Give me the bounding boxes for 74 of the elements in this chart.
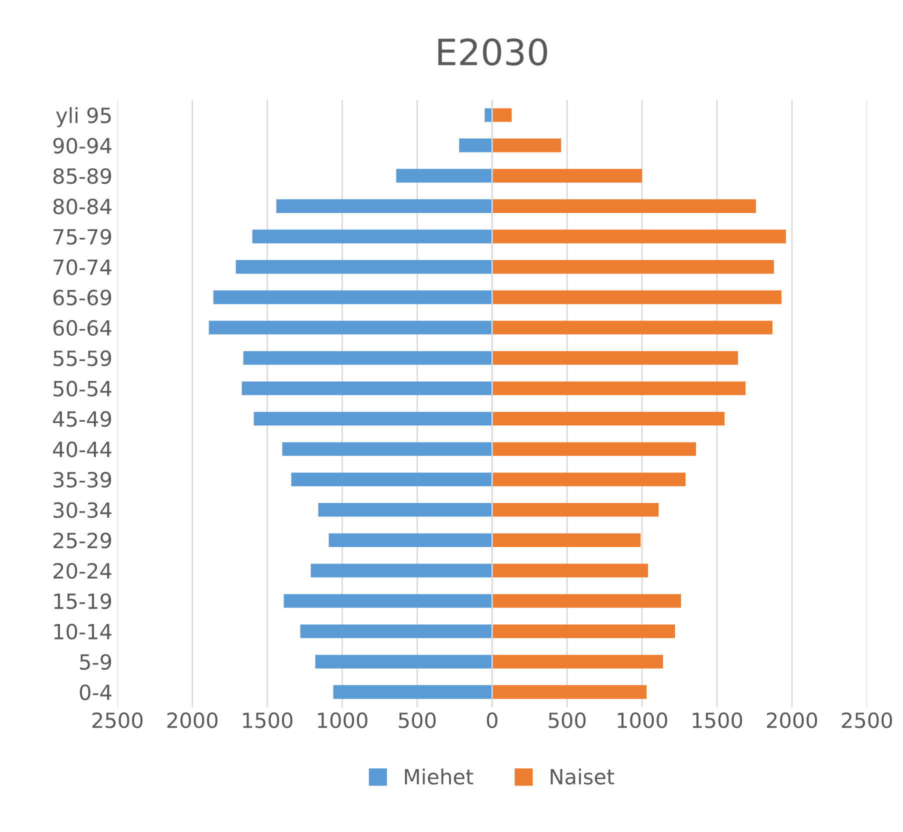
x-tick-label: 0 [486, 712, 498, 728]
y-tick-label: 5-9 [80, 654, 112, 670]
bar [492, 108, 512, 122]
y-tick-label: 85-89 [53, 168, 112, 184]
y-tick-label: 40-44 [53, 442, 112, 458]
x-tick-label: 2500 [92, 712, 143, 728]
bar [492, 168, 642, 183]
bar [492, 502, 659, 517]
bar [492, 442, 696, 456]
bar [492, 654, 664, 668]
bar [282, 442, 492, 456]
bar [492, 594, 682, 608]
bar [291, 472, 492, 486]
bar [492, 412, 724, 426]
bar [492, 138, 562, 152]
y-tick-label: 55-59 [54, 350, 112, 366]
bar [213, 290, 492, 304]
y-tick-label: 25-29 [54, 532, 112, 548]
bar [315, 654, 492, 668]
x-tick-label: 500 [548, 712, 586, 728]
x-tick-label: 1500 [692, 712, 742, 728]
y-tick-label: 50-54 [54, 380, 112, 397]
bar [492, 260, 774, 274]
bar [243, 351, 492, 365]
bar [492, 533, 641, 548]
bar [492, 290, 782, 304]
x-tick-label: 2000 [167, 712, 218, 728]
x-tick-label: 1500 [243, 712, 292, 728]
bar [252, 230, 492, 244]
bar [310, 564, 492, 578]
x-tick-label: 500 [398, 712, 436, 728]
legend-label: Naiset [550, 768, 614, 785]
bar [492, 320, 772, 334]
bar [242, 382, 492, 396]
y-tick-label: 35-39 [54, 472, 112, 488]
bar [492, 624, 676, 638]
x-tick-label: 1000 [318, 712, 368, 728]
bar [492, 472, 686, 486]
y-tick-label: 90-94 [53, 138, 112, 154]
bar [396, 168, 492, 183]
bar [300, 624, 492, 638]
bar [492, 199, 756, 213]
bar [254, 412, 492, 426]
y-tick-label: 75-79 [54, 228, 112, 245]
bar [276, 199, 492, 213]
y-tick-label: yli 95 [56, 107, 111, 128]
y-tick-label: 10-14 [54, 624, 112, 640]
y-tick-label: 70-74 [54, 259, 112, 276]
y-tick-label: 65-69 [53, 290, 112, 306]
y-tick-label: 20-24 [54, 562, 112, 579]
y-tick-label: 15-19 [54, 593, 112, 610]
bar [492, 230, 786, 244]
chart-title: E2030 [438, 38, 548, 66]
bar [236, 260, 492, 274]
bar [208, 320, 492, 334]
bar [492, 382, 746, 396]
bar [333, 685, 492, 699]
x-tick-label: 2500 [842, 712, 892, 728]
y-tick-label: 45-49 [53, 411, 112, 427]
bar [318, 502, 492, 517]
y-tick-label: 0-4 [80, 684, 112, 700]
x-tick-label: 1000 [618, 712, 668, 728]
x-tick-label: 2000 [766, 712, 818, 728]
bar [492, 685, 647, 699]
legend-label: Miehet [404, 768, 474, 785]
bar [284, 594, 492, 608]
bar [328, 533, 492, 548]
bar [492, 564, 648, 578]
bar [492, 351, 738, 365]
y-tick-label: 30-34 [54, 502, 112, 518]
bar [484, 108, 492, 122]
y-tick-label: 60-64 [53, 320, 112, 336]
y-tick-label: 80-84 [53, 198, 112, 214]
bar [459, 138, 492, 152]
